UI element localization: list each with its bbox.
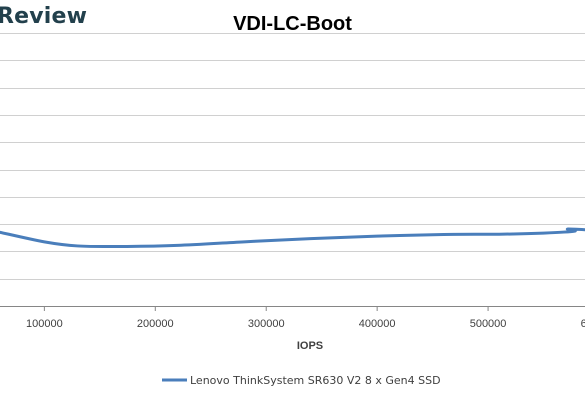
- gridlines: [0, 33, 585, 307]
- chart-title: VDI-LC-Boot: [233, 13, 352, 35]
- x-tick-label: 400000: [359, 318, 396, 330]
- series-group: [0, 227, 585, 249]
- x-tick-label: 300000: [248, 318, 285, 330]
- series-line-0: [0, 227, 585, 249]
- x-tick-label: 500000: [470, 318, 507, 330]
- x-axis: 100000 200000 300000 400000 500000 600000: [26, 306, 585, 330]
- brand-logo-text: Review: [0, 4, 88, 29]
- x-tick-label: 100000: [26, 318, 63, 330]
- x-tick-label: 200000: [137, 318, 174, 330]
- legend-label: Lenovo ThinkSystem SR630 V2 8 x Gen4 SSD: [190, 374, 441, 387]
- x-tick-label: 600000: [581, 318, 585, 330]
- legend: Lenovo ThinkSystem SR630 V2 8 x Gen4 SSD: [162, 374, 441, 387]
- x-axis-label: IOPS: [297, 340, 323, 352]
